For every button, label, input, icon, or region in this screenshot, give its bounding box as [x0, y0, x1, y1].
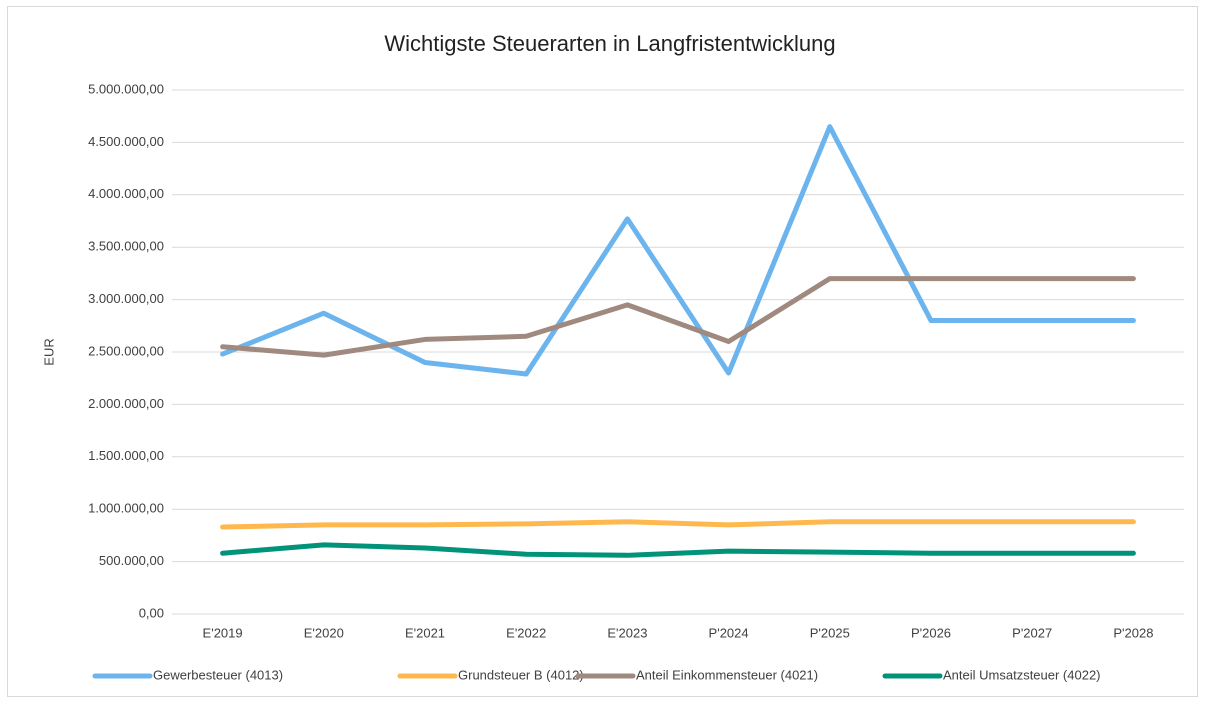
legend-label: Gewerbesteuer (4013)	[153, 667, 283, 682]
x-tick-label: E'2021	[405, 625, 445, 640]
y-tick-label: 2.000.000,00	[88, 396, 164, 411]
y-tick-label: 5.000.000,00	[88, 81, 164, 96]
series-line	[220, 519, 1136, 530]
x-tick-label: P'2028	[1113, 625, 1153, 640]
y-tick-label: 0,00	[139, 605, 164, 620]
y-tick-label: 3.500.000,00	[88, 239, 164, 254]
y-tick-label: 4.500.000,00	[88, 134, 164, 149]
y-tick-label: 4.000.000,00	[88, 186, 164, 201]
legend-label: Grundsteuer B (4012)	[458, 667, 584, 682]
y-tick-label: 3.000.000,00	[88, 291, 164, 306]
x-tick-label: P'2027	[1012, 625, 1052, 640]
chart-title: Wichtigste Steuerarten in Langfristentwi…	[384, 31, 835, 56]
legend-label: Anteil Einkommensteuer (4021)	[636, 667, 818, 682]
x-tick-label: E'2019	[203, 625, 243, 640]
x-tick-label: E'2022	[506, 625, 546, 640]
x-tick-label: P'2025	[810, 625, 850, 640]
x-tick-label: E'2023	[607, 625, 647, 640]
x-tick-label: P'2026	[911, 625, 951, 640]
y-tick-label: 2.500.000,00	[88, 343, 164, 358]
y-axis-label: EUR	[41, 338, 56, 365]
x-tick-label: P'2024	[709, 625, 749, 640]
y-tick-label: 1.500.000,00	[88, 448, 164, 463]
series-line	[220, 542, 1136, 558]
x-tick-label: E'2020	[304, 625, 344, 640]
series-line	[220, 124, 1136, 377]
series-line	[220, 276, 1136, 358]
y-tick-label: 1.000.000,00	[88, 501, 164, 516]
y-tick-label: 500.000,00	[99, 553, 164, 568]
legend-label: Anteil Umsatzsteuer (4022)	[943, 667, 1101, 682]
